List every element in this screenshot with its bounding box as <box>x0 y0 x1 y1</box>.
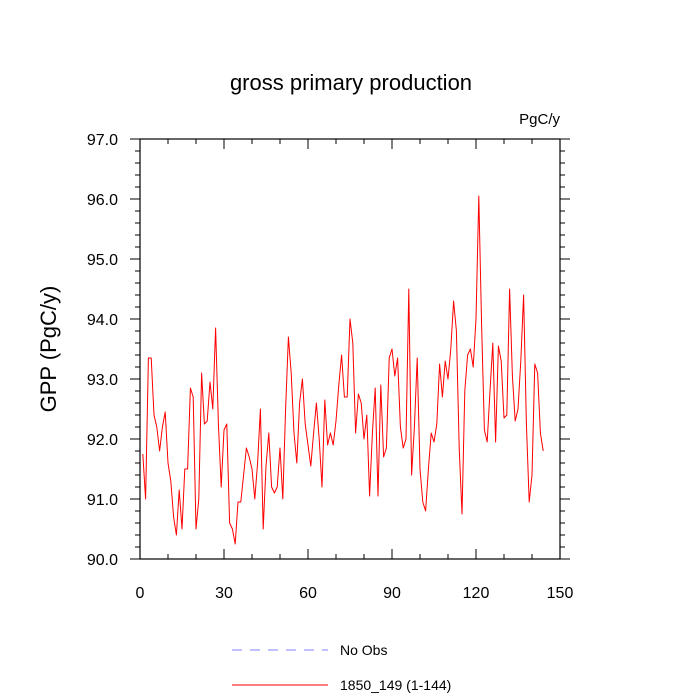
x-tick-label: 60 <box>299 585 317 602</box>
x-tick-label: 150 <box>547 585 574 602</box>
y-tick-label: 97.0 <box>87 132 118 149</box>
x-tick-labels: 0 30 60 90 120 150 <box>136 585 574 602</box>
y-axis-label: GPP (PgC/y) <box>36 286 61 413</box>
legend-label-1850-149: 1850_149 (1-144) <box>340 677 451 693</box>
y-tick-label: 90.0 <box>87 552 118 569</box>
x-tick-label: 0 <box>136 585 145 602</box>
y-tick-label: 92.0 <box>87 432 118 449</box>
y-tick-label: 94.0 <box>87 312 118 329</box>
y-tick-label: 95.0 <box>87 252 118 269</box>
legend-label-no-obs: No Obs <box>340 642 387 658</box>
y-tick-labels: 90.0 91.0 92.0 93.0 94.0 95.0 96.0 97.0 <box>87 132 118 569</box>
minor-ticks <box>135 139 565 559</box>
units-label: PgC/y <box>519 111 560 128</box>
major-ticks <box>130 138 570 560</box>
series-line-1850-149 <box>142 195 544 545</box>
x-tick-label: 90 <box>383 585 401 602</box>
x-tick-label: 120 <box>463 585 490 602</box>
y-tick-label: 91.0 <box>87 492 118 509</box>
y-tick-label: 96.0 <box>87 192 118 209</box>
chart-title: gross primary production <box>230 70 472 95</box>
legend: No Obs 1850_149 (1-144) <box>232 642 451 693</box>
plot-frame <box>139 138 561 560</box>
y-tick-label: 93.0 <box>87 372 118 389</box>
x-tick-label: 30 <box>215 585 233 602</box>
